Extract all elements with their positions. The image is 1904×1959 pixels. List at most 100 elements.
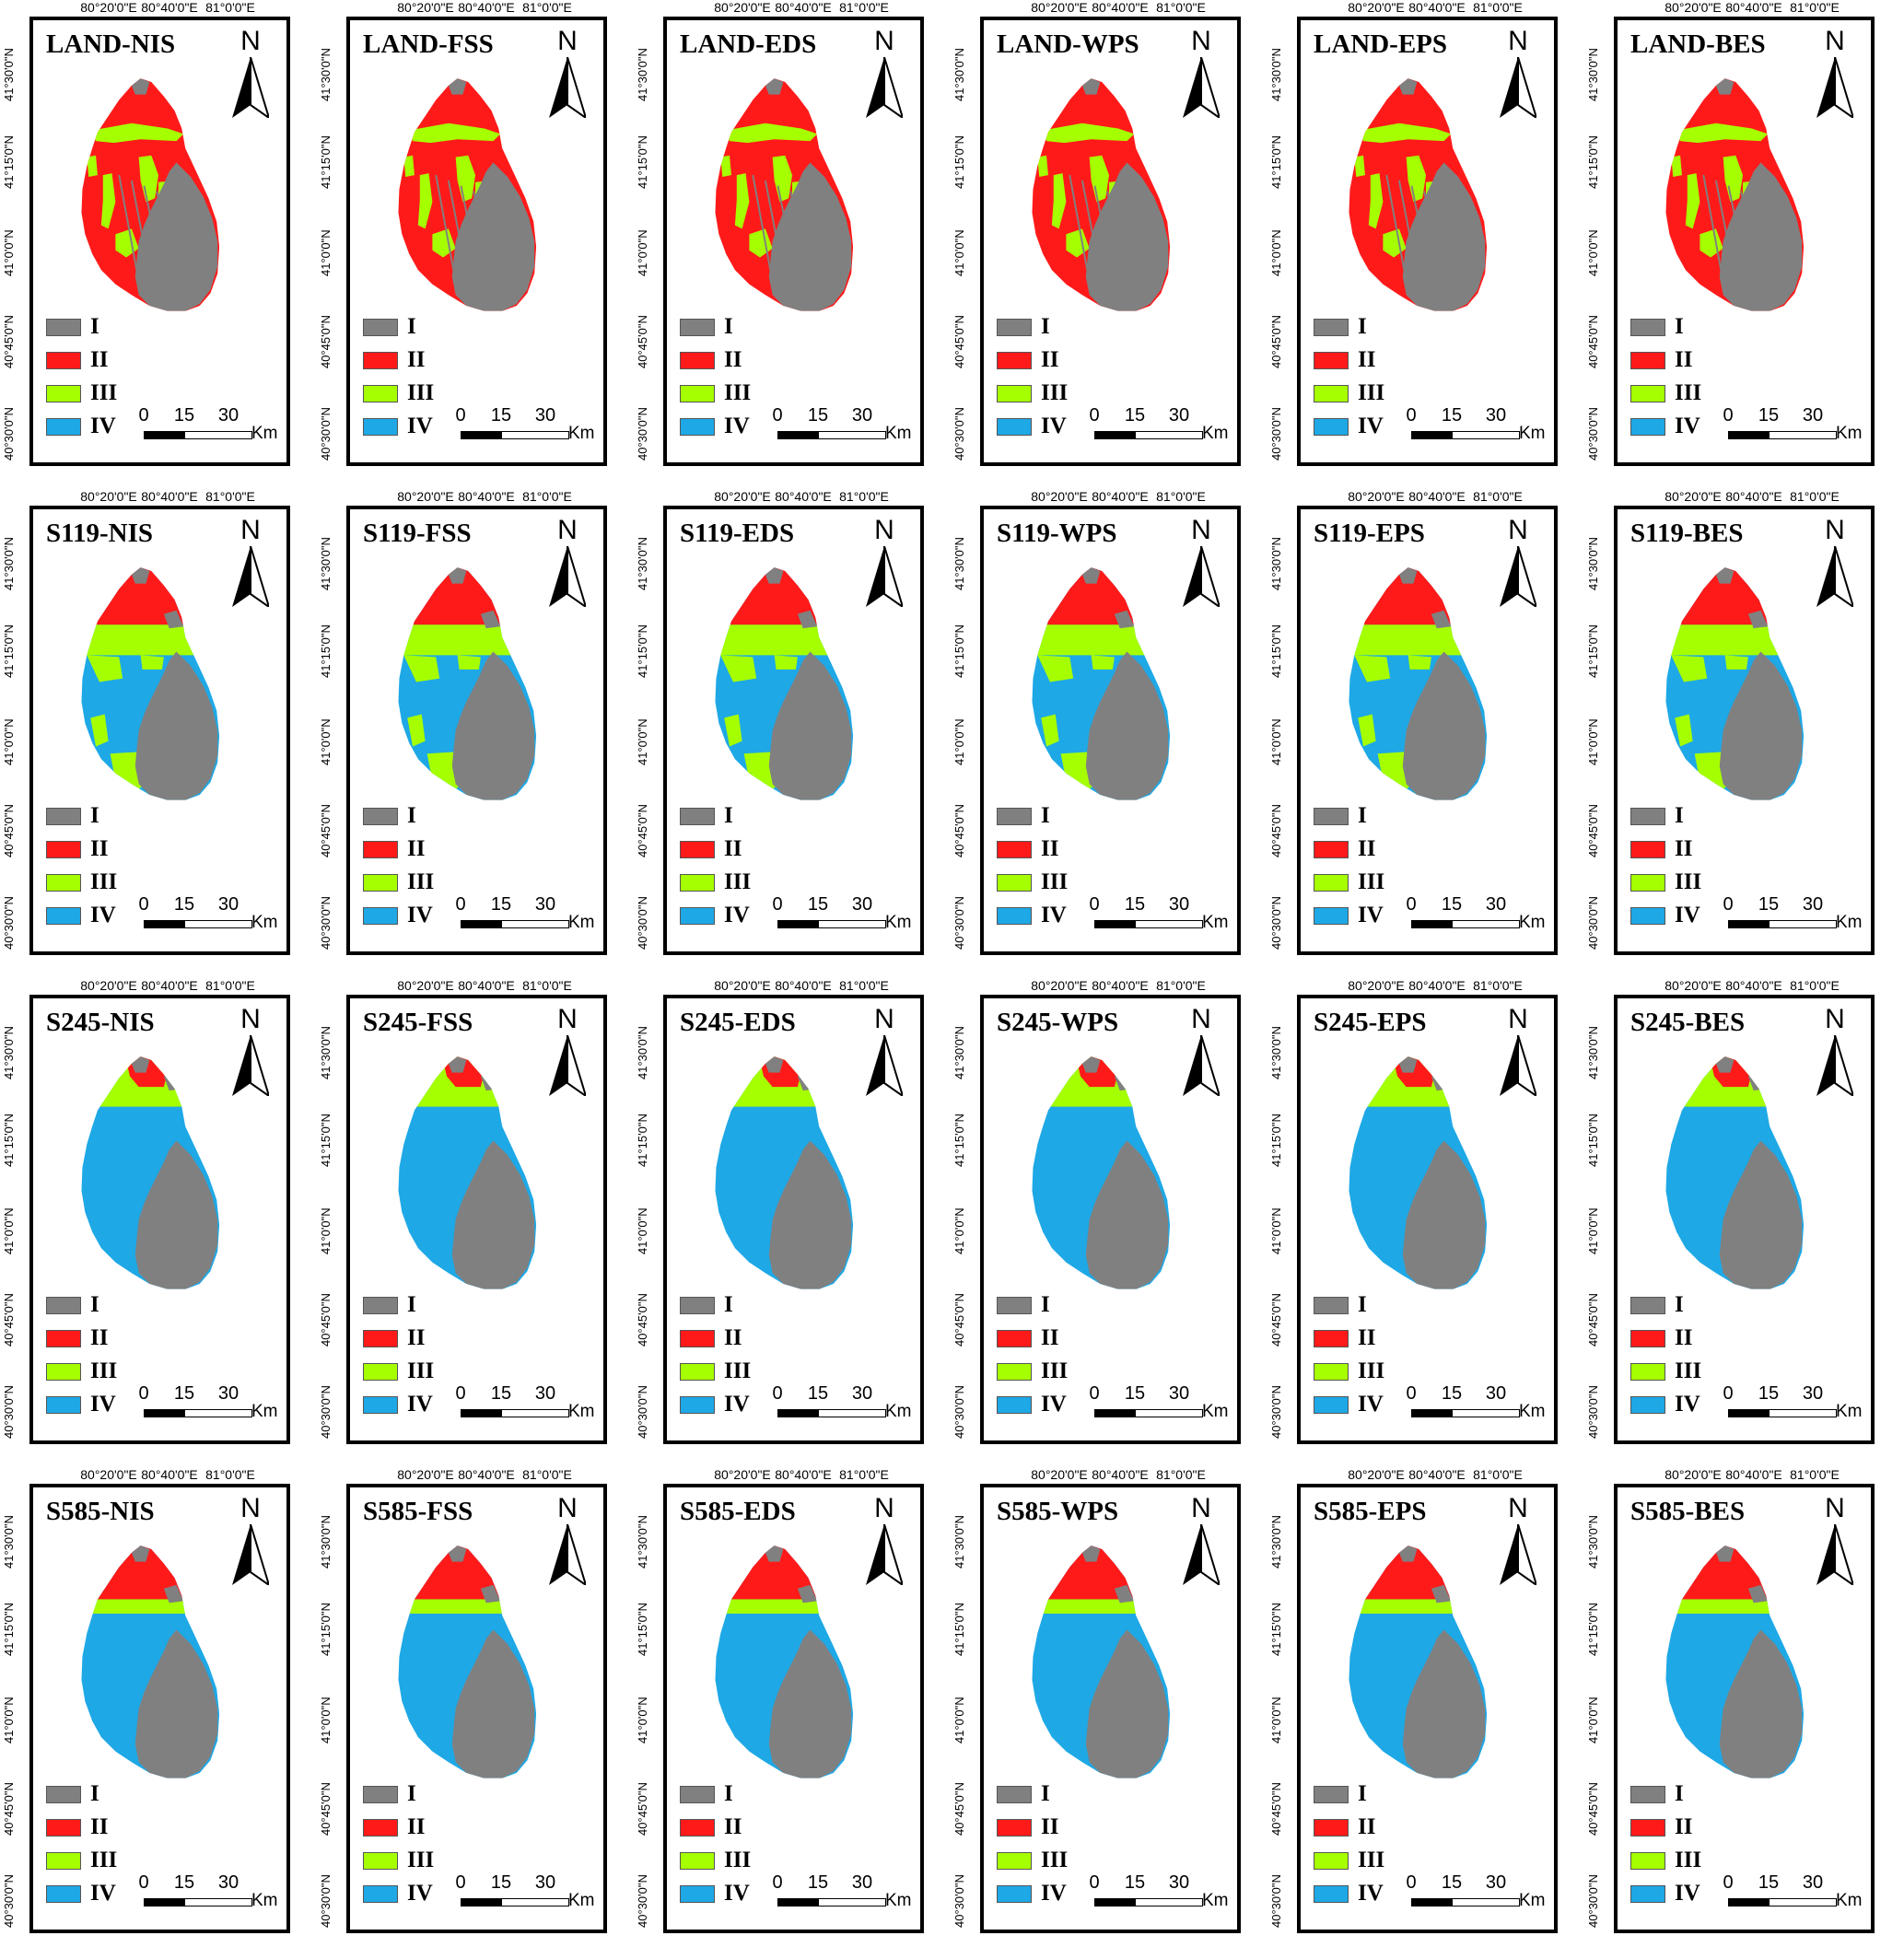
class-i-area bbox=[448, 567, 467, 584]
legend-swatch bbox=[680, 319, 715, 336]
longitude-tick-label: 80°40'0"E bbox=[775, 0, 832, 15]
scale-bar: 0 15 30 Km bbox=[1087, 1383, 1237, 1429]
legend-swatch bbox=[680, 1330, 715, 1347]
map-panel: 80°20'0"E 80°40'0"E 81°0'0"E 41°30'0"N 41°15… bbox=[0, 0, 318, 490]
class-i-streak bbox=[1714, 180, 1739, 292]
scale-unit-label: Km bbox=[1202, 424, 1229, 443]
legend-swatch bbox=[363, 907, 398, 925]
scale-bar: 0 15 30 Km bbox=[453, 1383, 603, 1429]
legend-label: II bbox=[1041, 347, 1059, 372]
class-i-streak bbox=[181, 202, 204, 292]
class-i-streak bbox=[1106, 191, 1130, 292]
map-classes bbox=[398, 567, 537, 800]
legend-label: II bbox=[90, 836, 109, 861]
latitude-tick-label: 41°0'0"N bbox=[636, 1207, 649, 1254]
map-classes bbox=[81, 567, 220, 800]
latitude-tick-label: 41°30'0"N bbox=[1586, 1515, 1600, 1568]
legend-label: I bbox=[1675, 314, 1684, 339]
longitude-tick-label: 80°40'0"E bbox=[458, 489, 515, 504]
scale-tick-label: 0 bbox=[772, 1872, 783, 1893]
legend-item: III bbox=[1314, 1358, 1396, 1391]
longitude-tick-label: 80°40'0"E bbox=[141, 1467, 198, 1482]
legend-label: III bbox=[90, 1848, 118, 1872]
scale-tick-label: 15 bbox=[807, 1383, 829, 1404]
class-iii-patch bbox=[1041, 714, 1059, 747]
map-frame: LAND-FSS N I II III IV 0 15 30 Km bbox=[346, 17, 607, 466]
longitude-tick-label: 80°20'0"E bbox=[1665, 1467, 1722, 1482]
legend-swatch bbox=[1314, 874, 1349, 892]
north-arrow-icon bbox=[1816, 1524, 1853, 1585]
longitude-tick-label: 80°40'0"E bbox=[458, 1467, 515, 1482]
scale-bar-black-segment bbox=[1094, 1409, 1135, 1417]
map-classes bbox=[398, 1056, 537, 1289]
scale-tick-label: 15 bbox=[490, 894, 512, 915]
scale-tick-label: 0 bbox=[138, 1383, 149, 1404]
latitude-tick-label: 41°30'0"N bbox=[1269, 1026, 1283, 1079]
north-arrow-icon bbox=[1500, 57, 1536, 118]
scale-bar-black-segment bbox=[1411, 920, 1452, 928]
study-area-map bbox=[1349, 1545, 1488, 1778]
legend-label: II bbox=[1041, 1814, 1059, 1839]
class-i-area bbox=[768, 1140, 852, 1289]
scale-bar: 0 15 30 Km bbox=[1404, 894, 1554, 940]
longitude-tick-label: 80°40'0"E bbox=[141, 978, 198, 993]
legend-label: IV bbox=[1041, 903, 1067, 927]
north-arrow-icon bbox=[1816, 1035, 1853, 1096]
legend-label: IV bbox=[724, 903, 750, 927]
legend-swatch bbox=[680, 1363, 715, 1381]
legend-label: II bbox=[1041, 1325, 1059, 1350]
legend-swatch bbox=[680, 352, 715, 369]
class-i-area bbox=[134, 1140, 218, 1289]
latitude-tick-label: 40°30'0"N bbox=[319, 1385, 333, 1439]
map-classes bbox=[398, 78, 537, 311]
legend-item: III bbox=[680, 1358, 763, 1391]
legend-label: II bbox=[407, 1325, 426, 1350]
class-i-area bbox=[451, 1140, 535, 1289]
latitude-tick-label: 41°30'0"N bbox=[319, 48, 333, 101]
legend: I II III IV bbox=[680, 802, 763, 935]
class-iii-patch bbox=[1676, 122, 1769, 144]
latitude-tick-label: 41°0'0"N bbox=[1586, 1697, 1600, 1743]
legend-item: II bbox=[46, 1813, 129, 1847]
class-iii-patch bbox=[457, 655, 481, 670]
map-panel: 80°20'0"E 80°40'0"E 81°0'0"E 41°30'0"N 41°15… bbox=[1267, 489, 1585, 979]
legend-label: III bbox=[1675, 380, 1702, 405]
legend-label: IV bbox=[90, 1392, 116, 1417]
legend: I II III IV bbox=[46, 802, 129, 935]
map-panel: 80°20'0"E 80°40'0"E 81°0'0"E 41°30'0"N 41°15… bbox=[0, 1467, 318, 1957]
class-iii-band bbox=[715, 624, 854, 656]
legend-item: IV bbox=[1630, 1880, 1713, 1913]
legend-label: I bbox=[407, 1781, 416, 1806]
class-i-area bbox=[480, 610, 501, 629]
legend: I II III IV bbox=[997, 802, 1080, 935]
scale-tick-label: 30 bbox=[1485, 894, 1507, 915]
scale-tick-label: 15 bbox=[173, 405, 195, 426]
legend-item: III bbox=[1630, 1847, 1713, 1880]
map-classes bbox=[1032, 567, 1171, 800]
legend-item: IV bbox=[1630, 1391, 1713, 1424]
legend-item: IV bbox=[997, 1391, 1080, 1424]
legend-swatch bbox=[997, 1819, 1032, 1837]
legend-item: I bbox=[363, 313, 446, 346]
scale-bar: 0 15 30 Km bbox=[453, 405, 603, 451]
latitude-tick-label: 41°0'0"N bbox=[1586, 229, 1600, 276]
legend-swatch bbox=[680, 907, 715, 925]
north-label: N bbox=[1191, 1493, 1211, 1523]
class-iii-patch bbox=[1043, 122, 1135, 144]
study-area-map bbox=[1032, 1056, 1171, 1289]
scale-unit-label: Km bbox=[251, 1402, 278, 1421]
class-i-area bbox=[451, 651, 535, 800]
scale-tick-label: 15 bbox=[490, 405, 512, 426]
class-i-area bbox=[1715, 1545, 1735, 1562]
scale-tick-label: 15 bbox=[173, 1383, 195, 1404]
legend-swatch bbox=[46, 319, 81, 336]
legend-item: I bbox=[46, 1780, 129, 1813]
legend-label: III bbox=[90, 1358, 118, 1383]
map-frame: S585-EDS N I II III IV 0 15 30 Km bbox=[663, 1484, 924, 1933]
legend-swatch bbox=[46, 1786, 81, 1803]
legend-swatch bbox=[363, 418, 398, 436]
longitude-tick-label: 80°40'0"E bbox=[1725, 1467, 1782, 1482]
longitude-tick-label: 80°40'0"E bbox=[1408, 489, 1466, 504]
legend-swatch bbox=[997, 352, 1032, 369]
